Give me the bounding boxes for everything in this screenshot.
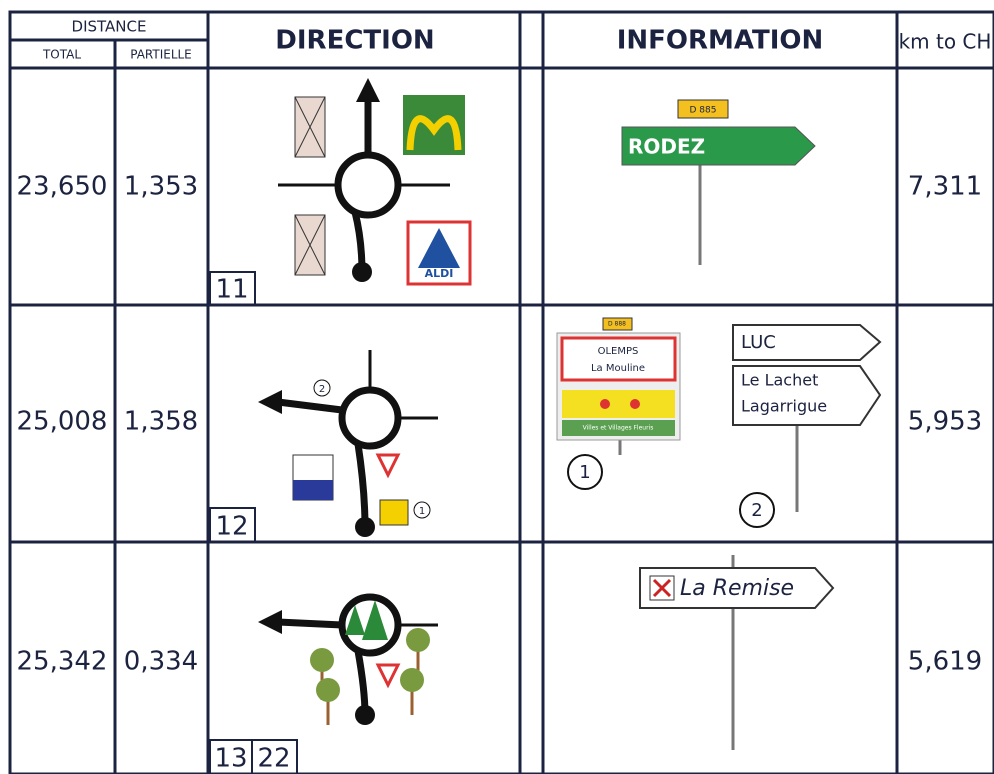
- sign-text: Villes et Villages Fleuris: [583, 425, 654, 432]
- marker: 2: [319, 384, 325, 395]
- sign-text: Lagarrigue: [741, 397, 827, 416]
- partial: 1,358: [124, 407, 198, 437]
- sign-text: La Remise: [680, 576, 794, 601]
- road-number: D 885: [690, 106, 717, 116]
- diagram: [209, 593, 438, 774]
- header: INFORMATION: [617, 26, 824, 56]
- partial: 0,334: [124, 647, 198, 677]
- sign-text: OLEMPS: [598, 346, 639, 357]
- grid: [8, 10, 994, 774]
- header: DISTANCE: [72, 18, 147, 36]
- sign-text: Le Lachet: [741, 371, 818, 390]
- marker: 1: [419, 506, 425, 517]
- sign-text: LUC: [741, 332, 776, 353]
- box-number: 22: [257, 744, 290, 774]
- header: DIRECTION: [275, 26, 434, 56]
- box-number: 13: [214, 744, 247, 774]
- total: 25,342: [17, 647, 108, 677]
- sign-text: RODEZ: [628, 135, 705, 159]
- road-number: D 888: [608, 321, 626, 328]
- box-number: 12: [215, 512, 248, 542]
- box-number: 11: [215, 275, 248, 305]
- sign-text: La Mouline: [591, 363, 645, 374]
- logo-label: ALDI: [425, 267, 454, 280]
- diagram: [209, 78, 472, 306]
- header: PARTIELLE: [130, 48, 192, 62]
- km: 7,311: [908, 172, 982, 202]
- marker: 2: [751, 500, 762, 521]
- header: TOTAL: [42, 48, 81, 62]
- km: 5,619: [908, 647, 982, 677]
- marker: 1: [579, 462, 590, 483]
- header: km to CH: [899, 30, 992, 54]
- partial: 1,353: [124, 172, 198, 202]
- diagram: [209, 350, 438, 543]
- km: 5,953: [908, 407, 982, 437]
- total: 25,008: [17, 407, 108, 437]
- total: 23,650: [17, 172, 108, 202]
